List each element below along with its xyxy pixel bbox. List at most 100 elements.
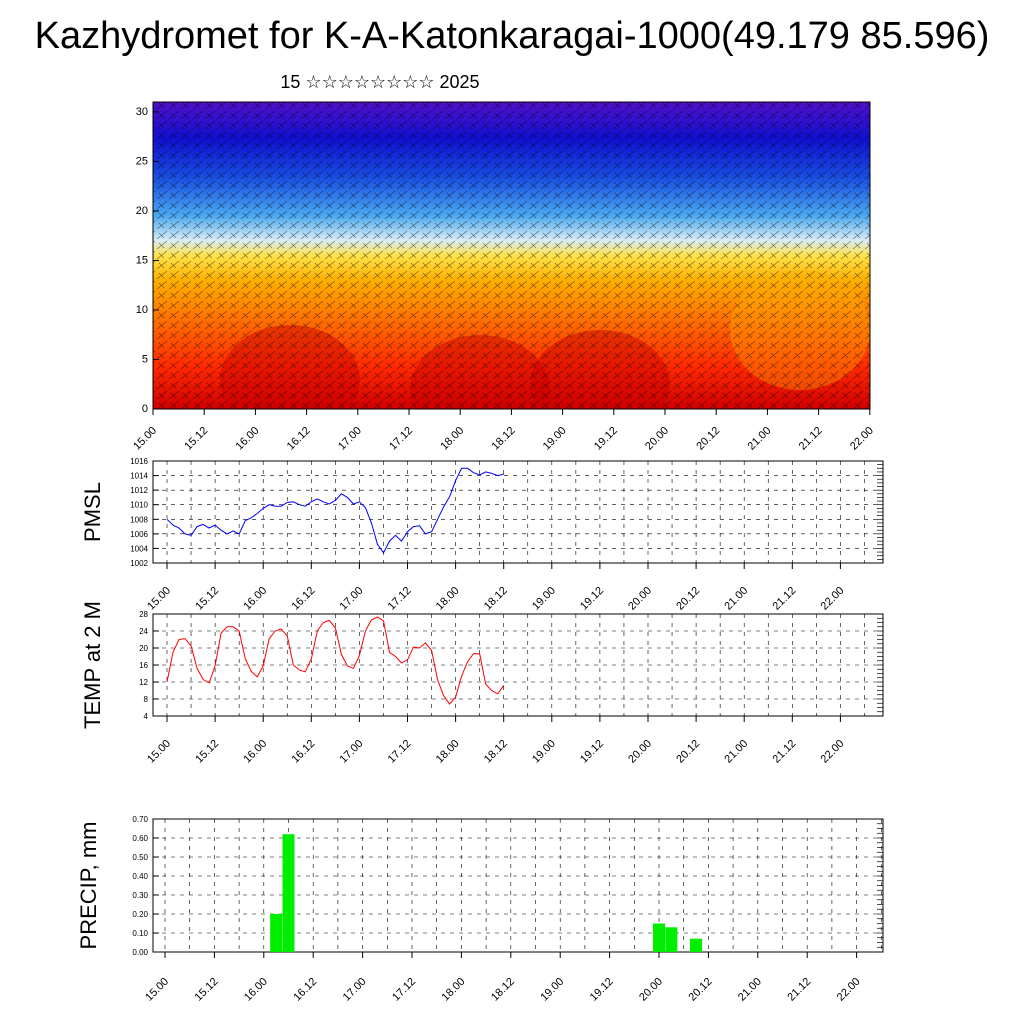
y-tick-label: 1014: [130, 472, 148, 481]
x-tick-label: 16.12: [285, 425, 313, 453]
y-tick-label: 1004: [130, 544, 148, 553]
x-tick-label: 18.12: [489, 976, 517, 1004]
y-tick-label: 20: [139, 644, 148, 653]
y-tick-label: 0.70: [132, 815, 148, 824]
y-tick-label: 30: [136, 106, 148, 118]
x-tick-label: 15.00: [145, 585, 173, 613]
x-tick-label: 17.00: [336, 425, 364, 453]
x-tick-label: 16.12: [289, 738, 317, 766]
y-tick-label: 12: [139, 678, 148, 687]
y-tick-label: 25: [136, 155, 148, 167]
x-tick-label: 17.00: [338, 738, 366, 766]
x-tick-label: 16.00: [242, 976, 270, 1004]
series-line: [166, 616, 505, 705]
x-tick-label: 21.12: [770, 738, 798, 766]
wind-barbs: [153, 102, 870, 409]
y-tick-label: 0.20: [132, 910, 148, 919]
x-tick-label: 16.00: [241, 738, 269, 766]
x-tick-label: 17.12: [386, 738, 414, 766]
cross-section-panel: 0 5 10 15 20 25 30 15.00 15.12 16.00 16.12 17.00 17.…: [131, 101, 876, 453]
y-tick-label: 5: [142, 353, 148, 365]
y-tick-label: 1010: [130, 501, 148, 510]
x-tick-label: 20.00: [626, 738, 654, 766]
x-tick-label: 19.00: [530, 738, 558, 766]
x-tick-label: 15.12: [182, 425, 210, 453]
x-tick-label: 16.00: [241, 585, 269, 613]
x-tick-label: 20.12: [694, 425, 722, 453]
x-tick-label: 21.00: [722, 738, 750, 766]
x-tick-label: 22.00: [848, 425, 876, 453]
x-tick-label: 17.12: [387, 425, 415, 453]
x-tick-label: 21.00: [736, 976, 764, 1004]
x-tick-label: 15.12: [193, 976, 221, 1004]
precip-bar: [653, 923, 665, 952]
x-tick-label: 19.12: [592, 425, 620, 453]
x-tick-label: 22.00: [819, 738, 847, 766]
chart-title: Kazhydromet for K-A-Katonkaragai-1000(49…: [34, 15, 990, 57]
y-tick-label: 1002: [130, 559, 148, 568]
x-tick-label: 15.00: [143, 976, 171, 1004]
pmsl-panel: 1002 1004 1006 1008 1010 1012 1014 1016 15.00 15.…: [80, 457, 884, 613]
x-tick-label: 16.12: [289, 585, 317, 613]
x-tick-label: 16.12: [291, 976, 319, 1004]
x-tick-label: 20.12: [674, 585, 702, 613]
y-tick-label: 1006: [130, 530, 148, 539]
y-tick-label: 15: [136, 254, 148, 266]
y-tick-label: 10: [136, 304, 148, 316]
y-tick-label: 1012: [130, 486, 148, 495]
x-tick-label: 21.12: [785, 976, 813, 1004]
temp-panel: 4 8 12 16 20 24 28 15.00 15.12 16.00 16.12 17.00 17.…: [80, 601, 884, 766]
x-tick-label: 17.12: [390, 976, 418, 1004]
y-tick-label: 0.50: [132, 853, 148, 862]
y-tick-label: 28: [139, 610, 148, 619]
series-line: [166, 467, 504, 554]
x-tick-label: 20.00: [637, 976, 665, 1004]
precip-panel: 0.00 0.10 0.20 0.30 0.40 0.50 0.60 0.70 15.00 15.…: [76, 815, 884, 1004]
x-tick-label: 19.12: [578, 738, 606, 766]
y-tick-label: 8: [144, 695, 149, 704]
plot-frame: [152, 818, 884, 953]
y-tick-label: 1016: [130, 457, 148, 466]
y-tick-label: 0: [142, 403, 148, 415]
x-tick-label: 22.00: [835, 976, 863, 1004]
x-tick-label: 15.00: [131, 425, 159, 453]
y-tick-label: 0.00: [132, 948, 148, 957]
precip-bar: [270, 914, 283, 952]
x-tick-label: 18.00: [438, 425, 466, 453]
x-tick-label: 21.12: [797, 425, 825, 453]
y-axis-label: TEMP at 2 M: [80, 601, 105, 729]
x-tick-label: 16.00: [234, 425, 262, 453]
x-tick-label: 18.12: [490, 425, 518, 453]
y-tick-label: 0.10: [132, 929, 148, 938]
y-tick-label: 1008: [130, 515, 148, 524]
precip-bar: [665, 927, 678, 952]
x-tick-label: 22.00: [819, 585, 847, 613]
precip-bar: [282, 834, 295, 952]
x-tick-label: 19.00: [541, 425, 569, 453]
x-tick-label: 21.00: [722, 585, 750, 613]
x-tick-label: 17.00: [338, 585, 366, 613]
x-tick-label: 20.12: [687, 976, 715, 1004]
x-tick-label: 20.12: [674, 738, 702, 766]
x-tick-label: 18.12: [482, 738, 510, 766]
y-tick-label: 0.60: [132, 834, 148, 843]
y-axis-label: PMSL: [80, 482, 105, 542]
x-tick-label: 17.00: [341, 976, 369, 1004]
y-tick-label: 16: [139, 661, 148, 670]
y-axis-label: PRECIP, mm: [76, 822, 101, 950]
y-tick-label: 0.40: [132, 872, 148, 881]
x-tick-label: 19.00: [530, 585, 558, 613]
precip-bar: [690, 938, 703, 952]
x-tick-label: 15.12: [193, 738, 221, 766]
x-tick-label: 18.00: [440, 976, 468, 1004]
x-tick-label: 18.12: [482, 585, 510, 613]
x-tick-label: 20.00: [626, 585, 654, 613]
chart-subtitle: 15 ☆☆☆☆☆☆☆☆ 2025: [280, 72, 480, 92]
x-tick-label: 21.12: [770, 585, 798, 613]
x-tick-label: 15.12: [193, 585, 221, 613]
y-tick-label: 24: [139, 627, 148, 636]
x-tick-label: 20.00: [643, 425, 671, 453]
x-tick-label: 19.00: [538, 976, 566, 1004]
plot-frame: [152, 460, 884, 564]
